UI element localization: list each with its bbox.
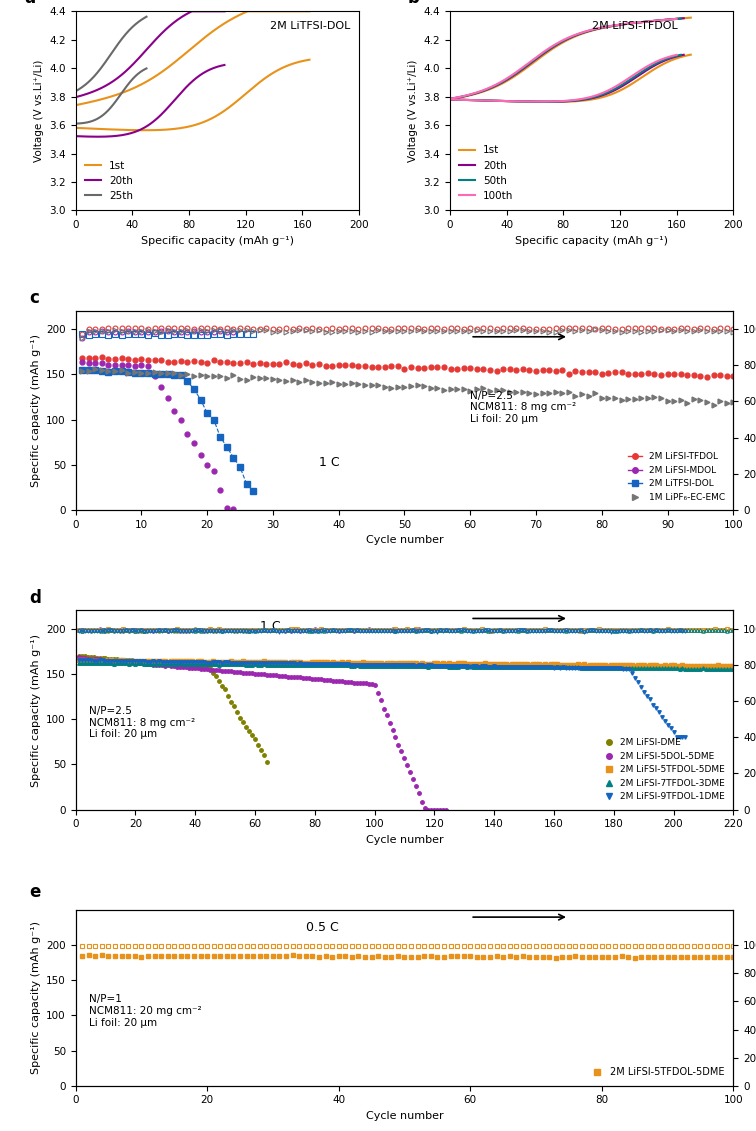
- Legend: 1st, 20th, 25th: 1st, 20th, 25th: [81, 156, 137, 205]
- Text: 0.5 C: 0.5 C: [305, 921, 339, 934]
- Text: N/P=2.5
NCM811: 8 mg cm⁻²
Li foil: 20 μm: N/P=2.5 NCM811: 8 mg cm⁻² Li foil: 20 μm: [88, 706, 195, 740]
- Y-axis label: Specific capacity (mAh g⁻¹): Specific capacity (mAh g⁻¹): [30, 633, 41, 786]
- X-axis label: Specific capacity (mAh g⁻¹): Specific capacity (mAh g⁻¹): [141, 235, 294, 245]
- Text: N/P=2.5
NCM811: 8 mg cm⁻²
Li foil: 20 μm: N/P=2.5 NCM811: 8 mg cm⁻² Li foil: 20 μm: [470, 390, 576, 424]
- Y-axis label: Voltage (V vs.Li⁺/Li): Voltage (V vs.Li⁺/Li): [34, 60, 44, 162]
- Y-axis label: Specific capacity (mAh g⁻¹): Specific capacity (mAh g⁻¹): [30, 922, 41, 1074]
- X-axis label: Cycle number: Cycle number: [366, 535, 443, 545]
- X-axis label: Cycle number: Cycle number: [366, 1111, 443, 1121]
- Text: d: d: [29, 588, 42, 606]
- Text: a: a: [25, 0, 36, 7]
- Text: c: c: [29, 288, 39, 307]
- Text: 1 C: 1 C: [319, 456, 339, 469]
- Legend: 1st, 20th, 50th, 100th: 1st, 20th, 50th, 100th: [455, 141, 518, 205]
- Text: N/P=1
NCM811: 20 mg cm⁻²
Li foil: 20 μm: N/P=1 NCM811: 20 mg cm⁻² Li foil: 20 μm: [88, 994, 201, 1028]
- Legend: 2M LiFSI-5TFDOL-5DME: 2M LiFSI-5TFDOL-5DME: [589, 1063, 729, 1081]
- Legend: 2M LiFSI-DME, 2M LiFSI-5DOL-5DME, 2M LiFSI-5TFDOL-5DME, 2M LiFSI-7TFDOL-3DME, 2M: 2M LiFSI-DME, 2M LiFSI-5DOL-5DME, 2M LiF…: [600, 735, 729, 805]
- Text: 1 C: 1 C: [260, 621, 280, 633]
- Y-axis label: Voltage (V vs.Li⁺/Li): Voltage (V vs.Li⁺/Li): [408, 60, 418, 162]
- Text: e: e: [29, 883, 41, 901]
- X-axis label: Specific capacity (mAh g⁻¹): Specific capacity (mAh g⁻¹): [515, 235, 668, 245]
- Y-axis label: Specific capacity (mAh g⁻¹): Specific capacity (mAh g⁻¹): [30, 334, 41, 487]
- Text: 2M LiTFSI-DOL: 2M LiTFSI-DOL: [270, 21, 351, 32]
- Text: 2M LiFSI-TFDOL: 2M LiFSI-TFDOL: [591, 21, 677, 32]
- Text: b: b: [407, 0, 419, 7]
- X-axis label: Cycle number: Cycle number: [366, 835, 443, 845]
- Legend: 2M LiFSI-TFDOL, 2M LiFSI-MDOL, 2M LiTFSI-DOL, 1M LiPF₆-EC-EMC: 2M LiFSI-TFDOL, 2M LiFSI-MDOL, 2M LiTFSI…: [624, 449, 729, 506]
